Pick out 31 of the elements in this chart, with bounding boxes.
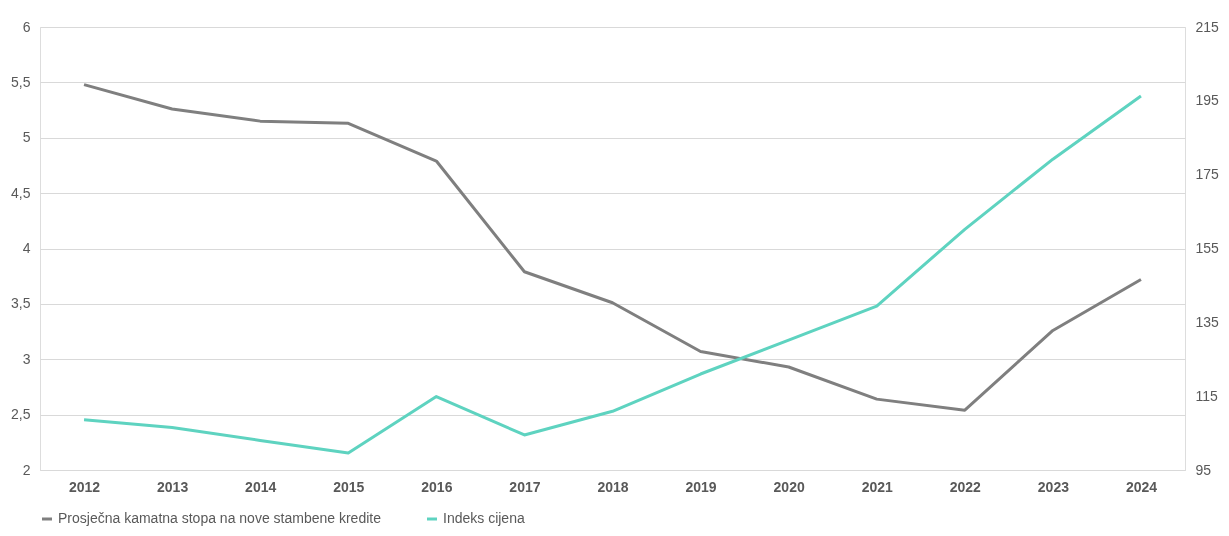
legend-label: Prosječna kamatna stopa na nove stambene kredite xyxy=(58,510,382,526)
y2-tick-label: 115 xyxy=(1195,387,1219,404)
x-tick-label: 2012 xyxy=(68,478,101,495)
y2-tick-label: 195 xyxy=(1195,92,1220,109)
y2-tick-label: 135 xyxy=(1195,313,1220,330)
x-tick-label: 2017 xyxy=(509,478,541,495)
y-tick-label: 2,5 xyxy=(11,406,31,423)
x-tick-label: 2014 xyxy=(245,478,277,495)
y2-tick-label: 155 xyxy=(1195,240,1220,256)
y-tick-label: 5 xyxy=(22,129,31,146)
y2-tick-label: 175 xyxy=(1195,166,1220,183)
x-tick-label: 2023 xyxy=(1037,478,1070,495)
x-tick-label: 2022 xyxy=(949,478,982,495)
y-tick-label: 5,5 xyxy=(11,73,31,90)
x-tick-label: 2019 xyxy=(685,478,717,495)
y-tick-label: 4,5 xyxy=(11,184,31,201)
x-tick-label: 2013 xyxy=(157,478,189,495)
y-tick-label: 3 xyxy=(22,350,31,367)
x-tick-label: 2018 xyxy=(597,478,629,495)
y-tick-label: 3,5 xyxy=(11,295,31,312)
y-tick-label: 4 xyxy=(22,240,31,256)
y2-tick-label: 215 xyxy=(1195,18,1220,35)
x-tick-label: 2015 xyxy=(333,478,365,495)
x-tick-label: 2020 xyxy=(773,478,805,495)
x-tick-label: 2021 xyxy=(861,478,894,495)
y2-tick-label: 95 xyxy=(1195,461,1212,478)
y-tick-label: 6 xyxy=(22,18,31,35)
x-tick-label: 2016 xyxy=(421,478,453,495)
y-tick-label: 2 xyxy=(22,461,31,478)
x-tick-label: 2024 xyxy=(1125,478,1158,495)
legend-label: Indeks cijena xyxy=(443,510,525,526)
